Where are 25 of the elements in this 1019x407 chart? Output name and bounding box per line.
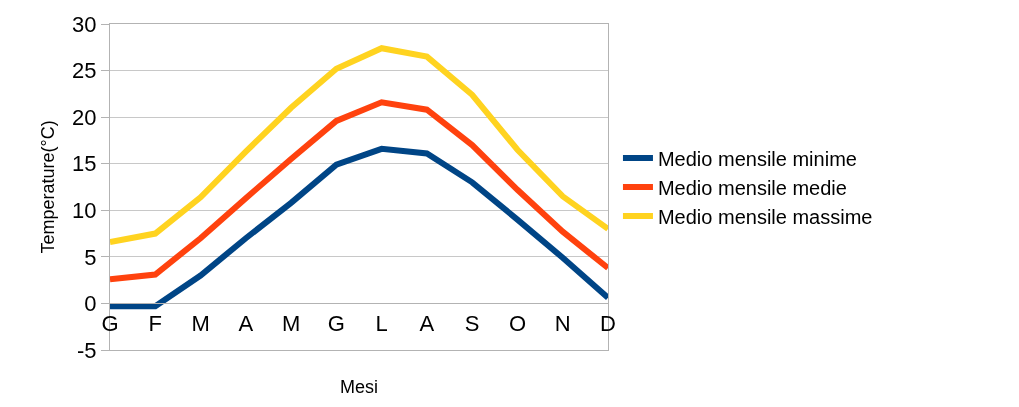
x-tick-label: L: [375, 310, 388, 336]
y-tick-label: 15: [72, 151, 97, 177]
x-tick-label: A: [238, 310, 254, 336]
y-axis-title: Temperature(°C): [38, 120, 59, 254]
x-tick-label: G: [327, 310, 345, 336]
x-tick-label: F: [148, 310, 162, 336]
x-tick-label: G: [101, 310, 119, 336]
y-tick-label: 30: [72, 11, 97, 37]
x-tick-label: M: [281, 310, 301, 336]
y-tick-label: 25: [72, 58, 97, 84]
x-axis-title: Mesi: [339, 377, 379, 398]
x-tick-label: O: [508, 310, 527, 336]
legend-label: Medio mensile minime: [657, 147, 857, 170]
legend-label: Medio mensile medie: [657, 176, 847, 199]
y-tick-label: 10: [72, 197, 97, 223]
x-tick-label: D: [600, 310, 616, 336]
y-tick-label: 20: [72, 104, 97, 130]
y-tick-label: -5: [77, 337, 97, 363]
x-tick-label: S: [464, 310, 480, 336]
y-tick-label: 0: [84, 291, 97, 317]
y-tick-label: 5: [84, 244, 97, 270]
legend-label: Medio mensile massime: [657, 205, 873, 228]
x-tick-label: A: [419, 310, 435, 336]
x-tick-label: M: [191, 310, 210, 336]
x-tick-label: N: [554, 310, 571, 336]
